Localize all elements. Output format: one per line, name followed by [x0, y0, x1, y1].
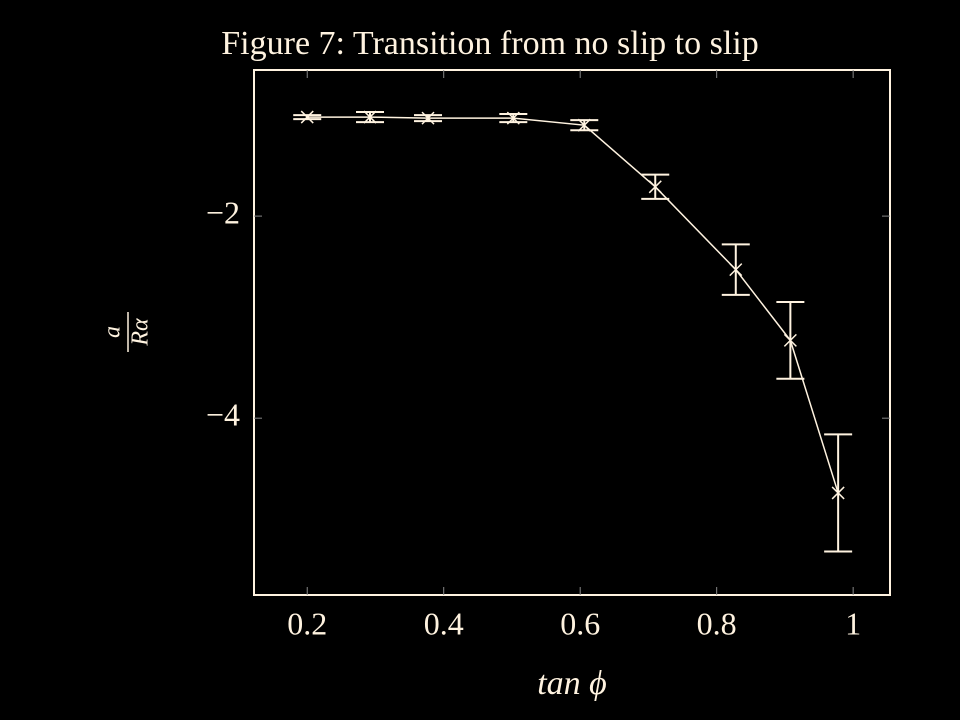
- chart-title: Figure 7: Transition from no slip to sli…: [221, 25, 758, 62]
- data-point: [363, 110, 377, 124]
- data-point: [300, 110, 314, 124]
- y-label-numerator: a: [100, 326, 126, 338]
- data-point: [577, 118, 591, 132]
- data-point: [648, 180, 662, 194]
- y-label-denominator: Rα: [128, 318, 154, 347]
- x-tick-label: 0.8: [697, 605, 737, 641]
- data-point: [783, 333, 797, 347]
- data-point: [831, 486, 845, 500]
- data-point: [506, 111, 520, 125]
- x-tick-label: 1: [845, 605, 861, 641]
- x-tick-label: 0.2: [287, 605, 327, 641]
- plot-frame: [253, 69, 891, 596]
- y-tick-label: −2: [206, 194, 240, 230]
- y-tick-label: −4: [206, 397, 240, 433]
- y-axis-label: a Rα: [100, 312, 154, 352]
- data-point: [421, 111, 435, 125]
- data-point: [729, 263, 743, 277]
- x-tick-label: 0.4: [424, 605, 464, 641]
- x-tick-label: 0.6: [560, 605, 600, 641]
- x-axis-label: tan ϕ: [537, 665, 607, 702]
